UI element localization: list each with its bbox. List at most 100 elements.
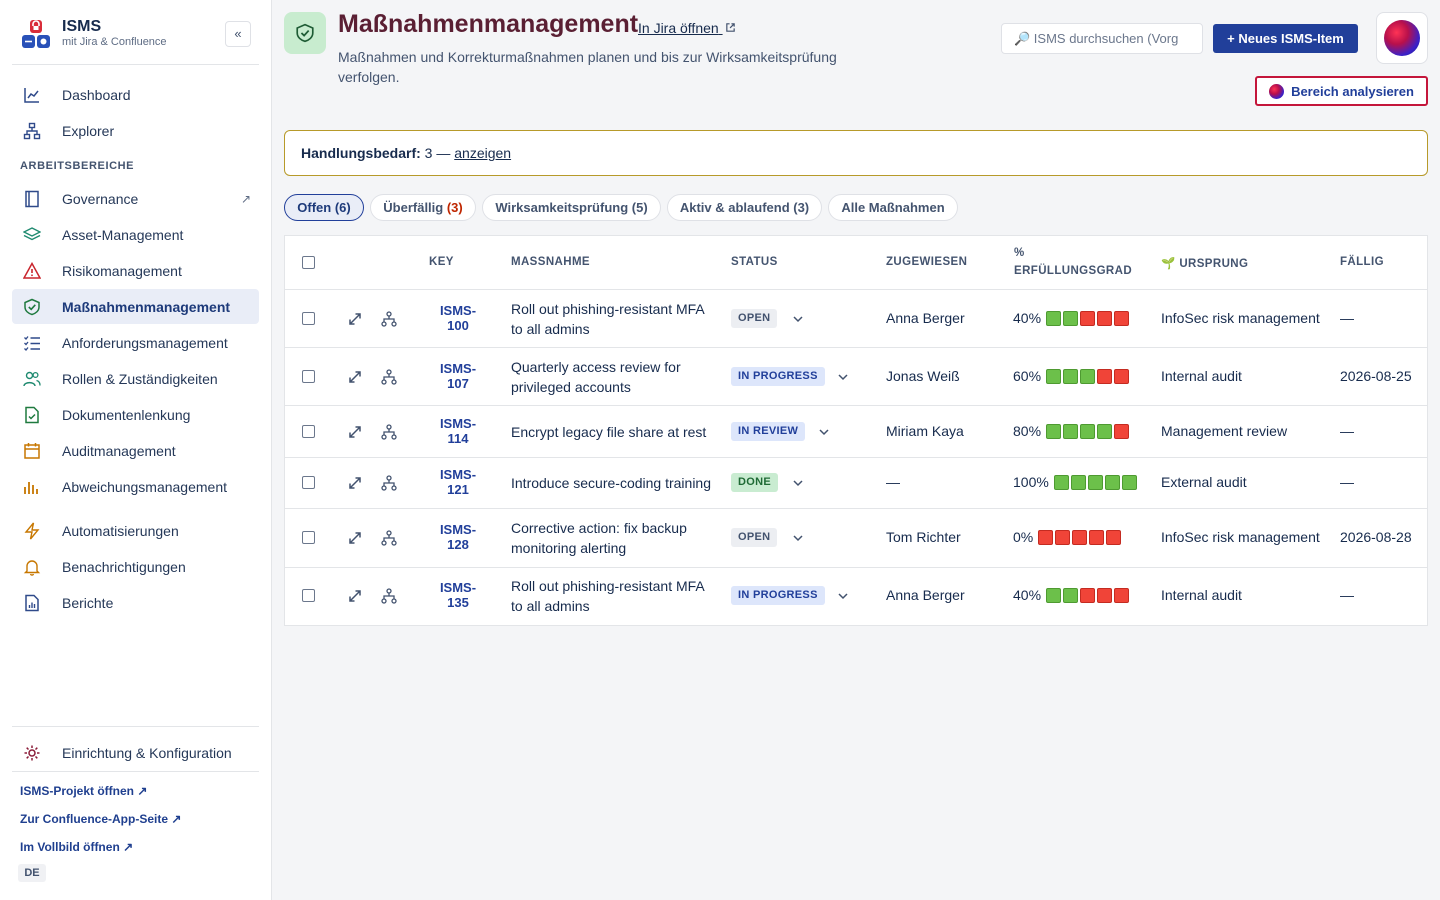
tab-overdue[interactable]: Überfällig (3)	[370, 194, 476, 221]
origin: External audit	[1161, 474, 1247, 490]
sidebar-item-asset-management[interactable]: Asset-Management	[12, 217, 259, 252]
issue-key-link[interactable]: ISMS- 128	[429, 522, 487, 552]
issue-key-link[interactable]: ISMS- 114	[429, 416, 487, 446]
open-isms-project-link[interactable]: ISMS-Projekt öffnen ↗	[20, 784, 148, 798]
hierarchy-icon[interactable]	[381, 588, 397, 604]
sidebar-item-notifications[interactable]: Benachrichtigungen	[12, 549, 259, 584]
row-checkbox[interactable]	[302, 370, 315, 383]
hierarchy-icon[interactable]	[381, 424, 397, 440]
analyze-area-button[interactable]: Bereich analysieren	[1255, 76, 1428, 106]
isms-logo-icon	[22, 20, 50, 48]
column-header-key[interactable]: KEY	[429, 256, 454, 268]
open-fullscreen-link[interactable]: Im Vollbild öffnen ↗	[20, 840, 134, 854]
status-badge[interactable]: DONE	[731, 473, 778, 492]
hierarchy-icon[interactable]	[381, 475, 397, 491]
tab-open[interactable]: Offen (6)	[284, 194, 364, 221]
column-header-progress-line-2[interactable]: ERFÜLLUNGSGRAD	[1014, 265, 1133, 277]
sidebar-item-label: Dokumentenlenkung	[62, 406, 191, 423]
expand-icon[interactable]	[347, 311, 363, 327]
issue-key-prefix: ISMS-	[439, 303, 477, 318]
sidebar-item-settings[interactable]: Einrichtung & Konfiguration	[12, 735, 259, 770]
sidebar-item-risk-management[interactable]: Risikomanagement	[12, 253, 259, 288]
status-badge[interactable]: IN REVIEW	[731, 422, 806, 441]
search-input[interactable]: 🔎 ISMS durchsuchen (Vorg	[1001, 23, 1203, 54]
table-row[interactable]: ISMS- 128 Corrective action: fix backup m…	[285, 509, 1427, 568]
status-badge[interactable]: OPEN	[731, 528, 778, 547]
issue-key-link[interactable]: ISMS- 107	[429, 361, 487, 391]
sidebar-item-reports[interactable]: Berichte	[12, 585, 259, 620]
chevron-down-icon[interactable]	[818, 426, 830, 438]
tab-effectiveness-review[interactable]: Wirksamkeitsprüfung (5)	[482, 194, 661, 221]
origin: Internal audit	[1161, 368, 1242, 384]
column-header-status[interactable]: STATUS	[731, 256, 778, 268]
issue-key-link[interactable]: ISMS- 100	[429, 303, 487, 333]
hierarchy-icon[interactable]	[381, 311, 397, 327]
confluence-app-page-link[interactable]: Zur Confluence-App-Seite ↗	[20, 812, 182, 826]
table-header: KEY MASSNAHME STATUS ZUGEWIESEN % ERFÜLL…	[285, 236, 1427, 290]
tab-all-measures[interactable]: Alle Maßnahmen	[828, 194, 958, 221]
row-checkbox[interactable]	[302, 425, 315, 438]
fulfillment-progress: 0%	[1013, 529, 1123, 545]
expand-icon[interactable]	[347, 424, 363, 440]
issue-key-link[interactable]: ISMS- 135	[429, 580, 487, 610]
user-avatar[interactable]	[1376, 12, 1428, 64]
status-badge[interactable]: OPEN	[731, 309, 778, 328]
sidebar-item-audit-management[interactable]: Auditmanagement	[12, 433, 259, 468]
progress-segment	[1121, 474, 1137, 490]
table-row[interactable]: ISMS- 114 Encrypt legacy file share at re…	[285, 406, 1427, 458]
expand-icon[interactable]	[347, 588, 363, 604]
expand-icon[interactable]	[347, 369, 363, 385]
hierarchy-icon[interactable]	[381, 369, 397, 385]
chevron-down-icon[interactable]	[837, 590, 849, 602]
sidebar-item-automations[interactable]: Automatisierungen	[12, 513, 259, 548]
column-header-origin[interactable]: 🌱 URSPRUNG	[1161, 258, 1249, 270]
column-header-assignee[interactable]: ZUGEWIESEN	[886, 256, 968, 268]
column-header-title[interactable]: MASSNAHME	[511, 256, 590, 268]
table-row[interactable]: ISMS- 107 Quarterly access review for pri…	[285, 348, 1427, 406]
status-badge[interactable]: IN PROGRESS	[731, 367, 825, 386]
progress-segment	[1080, 310, 1096, 326]
row-checkbox[interactable]	[302, 531, 315, 544]
table-row[interactable]: ISMS- 121 Introduce secure-coding trainin…	[285, 458, 1427, 509]
sidebar-item-deviation-management[interactable]: Abweichungsmanagement	[12, 469, 259, 504]
select-all-checkbox[interactable]	[302, 256, 315, 269]
language-badge[interactable]: DE	[18, 864, 46, 882]
column-header-due[interactable]: FÄLLIG	[1340, 256, 1384, 268]
sidebar-item-label: Rollen & Zuständigkeiten	[62, 370, 218, 387]
table-row[interactable]: ISMS- 135 Roll out phishing-resistant MFA…	[285, 568, 1427, 625]
chevron-down-icon[interactable]	[792, 313, 804, 325]
sidebar-item-requirements-management[interactable]: Anforderungsmanagement	[12, 325, 259, 360]
sidebar: ISMS mit Jira & Confluence « Dashboard E…	[0, 0, 272, 900]
collapse-sidebar-button[interactable]: «	[225, 21, 251, 47]
progress-segment	[1089, 529, 1105, 545]
column-header-progress-line-1[interactable]: %	[1014, 247, 1025, 259]
sidebar-item-governance[interactable]: Governance ↗	[12, 181, 259, 216]
sidebar-item-label: Governance	[62, 190, 139, 207]
sidebar-item-document-control[interactable]: Dokumentenlenkung	[12, 397, 259, 432]
issue-key-link[interactable]: ISMS- 121	[429, 467, 487, 497]
status-badge[interactable]: IN PROGRESS	[731, 586, 825, 605]
sidebar-item-label: Maßnahmenmanagement	[62, 298, 231, 315]
progress-segment	[1114, 368, 1130, 384]
sidebar-item-roles[interactable]: Rollen & Zuständigkeiten	[12, 361, 259, 396]
expand-icon[interactable]	[347, 530, 363, 546]
chevron-down-icon[interactable]	[792, 532, 804, 544]
row-checkbox[interactable]	[302, 312, 315, 325]
banner-show-link[interactable]: anzeigen	[454, 145, 512, 161]
chevron-down-icon[interactable]	[792, 477, 804, 489]
table-row[interactable]: ISMS- 100 Roll out phishing-resistant MFA…	[285, 290, 1427, 348]
new-isms-item-button[interactable]: + Neues ISMS-Item	[1213, 24, 1358, 53]
chevron-down-icon[interactable]	[837, 371, 849, 383]
row-checkbox[interactable]	[302, 589, 315, 602]
hierarchy-icon[interactable]	[381, 530, 397, 546]
row-checkbox[interactable]	[302, 476, 315, 489]
open-in-jira-link[interactable]: In Jira öffnen	[638, 20, 736, 36]
sidebar-item-explorer[interactable]: Explorer	[12, 113, 259, 148]
book-icon	[22, 189, 42, 209]
gear-icon	[22, 743, 42, 763]
expand-icon[interactable]	[347, 475, 363, 491]
progress-percent: 40%	[1013, 587, 1042, 603]
sidebar-item-measures-management[interactable]: Maßnahmenmanagement	[12, 289, 259, 324]
sidebar-item-dashboard[interactable]: Dashboard	[12, 77, 259, 112]
tab-active-expiring[interactable]: Aktiv & ablaufend (3)	[667, 194, 822, 221]
